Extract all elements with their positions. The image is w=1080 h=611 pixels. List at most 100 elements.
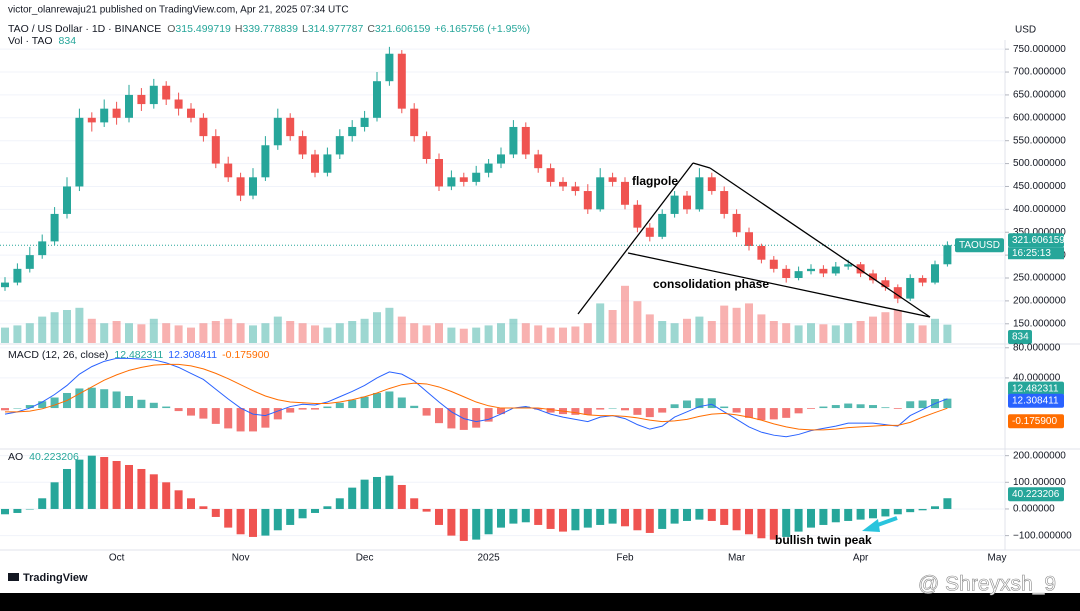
candle-body <box>174 99 183 109</box>
volume-bar <box>348 321 357 343</box>
candle-body <box>819 268 828 274</box>
macd-tag: 12.308411 <box>1012 395 1059 406</box>
annotation: flagpole <box>632 174 678 188</box>
ohlc-value: 314.977787 <box>308 23 364 35</box>
candle-body <box>311 154 319 173</box>
macd-histogram-bar <box>844 403 853 409</box>
ao-bar <box>918 508 927 511</box>
volume-bar <box>100 323 109 343</box>
volume-bar <box>137 324 146 343</box>
macd-histogram-bar <box>497 408 505 415</box>
ao-bar <box>211 508 220 517</box>
candle-body <box>484 163 493 173</box>
macd-histogram-bar <box>410 405 419 409</box>
ao-bar <box>63 468 71 509</box>
macd-histogram-bar <box>137 399 146 409</box>
macd-histogram-bar <box>807 408 815 409</box>
macd-histogram-bar <box>856 404 865 409</box>
candle-body <box>943 245 952 265</box>
volume-bar <box>261 323 270 343</box>
ao-bar <box>670 508 679 524</box>
candle-body <box>162 85 171 100</box>
y-tick-label: 550.000000 <box>1013 135 1066 146</box>
candle-body <box>583 191 592 210</box>
macd-histogram-bar <box>732 408 741 413</box>
candle-body <box>534 154 543 169</box>
volume-bar <box>794 325 803 343</box>
ao-bar <box>100 456 109 509</box>
ao-bar <box>757 508 766 539</box>
volume-bar <box>224 318 233 343</box>
volume-bar <box>199 323 208 343</box>
x-tick-label: 2025 <box>477 553 500 564</box>
candle-body <box>918 278 927 283</box>
candle-body <box>807 268 815 272</box>
macd-histogram-bar <box>782 408 791 418</box>
volume-bar <box>50 312 59 343</box>
ao-bar <box>125 464 133 509</box>
y-tick-label: 0.000000 <box>1013 504 1055 515</box>
ao-bar <box>844 508 853 521</box>
last-price-tag: 321.606159 <box>1012 235 1065 246</box>
x-tick-label: Feb <box>616 553 634 564</box>
x-tick-label: Mar <box>728 553 746 564</box>
candle-body <box>707 177 716 192</box>
ao-bar <box>856 508 865 520</box>
ao-bar <box>75 459 84 509</box>
macd-histogram-bar <box>881 407 890 409</box>
candle-body <box>497 154 505 164</box>
macd-histogram-bar <box>261 408 270 428</box>
arrow <box>862 516 898 532</box>
macd-histogram-bar <box>211 408 220 424</box>
volume-bar <box>769 321 778 343</box>
ohlc-label: O <box>167 23 175 35</box>
volume-bar <box>174 325 183 343</box>
volume-bar <box>38 316 47 343</box>
ao-bar <box>509 508 518 524</box>
macd-histogram-bar <box>112 391 121 409</box>
macd-histogram-bar <box>608 408 617 409</box>
y-tick-label: 700.000000 <box>1013 67 1066 78</box>
macd-histogram-bar <box>794 408 803 414</box>
y-tick-label: 40.000000 <box>1013 373 1061 384</box>
volume-bar <box>633 301 642 343</box>
macd-histogram-bar <box>757 408 766 421</box>
macd-histogram-bar <box>13 408 22 409</box>
symbol-tag-bg <box>955 238 1004 253</box>
candle-body <box>683 195 691 210</box>
ao-tag: 40.223206 <box>1012 489 1060 500</box>
volume-bar <box>844 323 853 343</box>
candle-body <box>75 117 84 187</box>
macd-legend-value: -0.175900 <box>222 349 269 361</box>
ao-bar <box>633 508 642 531</box>
volume-bar <box>472 327 481 343</box>
ao-bar <box>794 508 803 532</box>
candle-body <box>893 287 902 299</box>
candle-body <box>856 264 865 274</box>
x-tick-label: Dec <box>356 553 374 564</box>
volume-bar <box>75 307 84 343</box>
candle-body <box>906 278 915 299</box>
volume-bar <box>943 324 952 343</box>
macd-histogram-bar <box>50 397 59 409</box>
candle-body <box>596 177 605 210</box>
candle-body <box>670 195 679 214</box>
macd-histogram-bar <box>174 408 183 412</box>
macd-histogram-bar <box>335 402 344 409</box>
ao-bar <box>162 482 171 509</box>
candle-body <box>559 181 567 187</box>
macd-histogram-bar <box>893 408 902 409</box>
candle-body <box>521 126 530 155</box>
annotation: consolidation phase <box>653 277 769 291</box>
volume-bar <box>906 323 915 343</box>
ohlc-label: C <box>367 23 375 35</box>
macd-histogram-bar <box>298 408 307 410</box>
bottom-band <box>0 593 1080 611</box>
volume-bar <box>249 325 257 343</box>
volume-bar <box>521 323 530 343</box>
ao-bar <box>447 508 456 536</box>
macd-histogram-bar <box>869 405 877 409</box>
ao-bar <box>149 474 158 509</box>
candle-body <box>360 117 369 127</box>
volume-bar <box>831 325 840 343</box>
